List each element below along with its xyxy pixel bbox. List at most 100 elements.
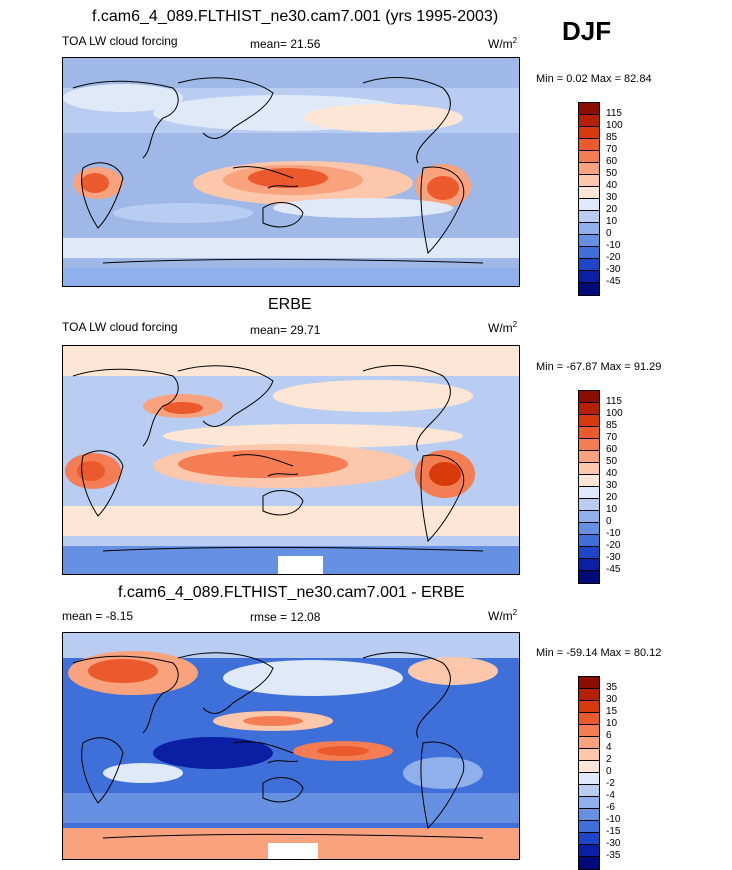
panel2-swatch bbox=[579, 475, 599, 487]
panel2-swatch bbox=[579, 499, 599, 511]
panel2-colorbar-label: 100 bbox=[606, 408, 623, 419]
panel3-swatch bbox=[579, 689, 599, 701]
panel3-field-svg bbox=[63, 633, 519, 859]
panel3-swatch bbox=[579, 701, 599, 713]
panel1-colorbar-label: 100 bbox=[606, 120, 623, 131]
panel1-field-svg bbox=[63, 58, 519, 286]
panel1-swatch bbox=[579, 235, 599, 247]
season-label: DJF bbox=[562, 16, 612, 46]
panel2-swatch bbox=[579, 439, 599, 451]
panel3-colorbar-label: 6 bbox=[606, 730, 612, 741]
panel2-units: W/m2 bbox=[488, 320, 518, 335]
panel2-swatch bbox=[579, 403, 599, 415]
panel1-colorbar-label: 40 bbox=[606, 180, 618, 191]
panel2-colorbar-label: 50 bbox=[606, 456, 618, 467]
panel1-swatch bbox=[579, 103, 599, 115]
panel2-swatch bbox=[579, 463, 599, 475]
panel2-colorbar-label: 70 bbox=[606, 432, 618, 443]
panel1-colorbar-label: 50 bbox=[606, 168, 618, 179]
panel1-swatch bbox=[579, 115, 599, 127]
panel2-colorbar-label: 85 bbox=[606, 420, 618, 431]
panel3-mean: mean = -8.15 bbox=[62, 609, 134, 623]
panel1-mean: mean= 21.56 bbox=[250, 37, 321, 51]
panel2-field-svg bbox=[63, 346, 519, 574]
panel3-swatch bbox=[579, 725, 599, 737]
panel3-swatch bbox=[579, 737, 599, 749]
panel2-colorbar-label: 40 bbox=[606, 468, 618, 479]
panel2-colorbar-label: -20 bbox=[606, 540, 621, 551]
panel3-colorbar-label: -30 bbox=[606, 838, 621, 849]
panel2-min-max: Min = -67.87 Max = 91.29 bbox=[536, 361, 662, 373]
panel1-swatch bbox=[579, 139, 599, 151]
panel1-colorbar-label: -30 bbox=[606, 264, 621, 275]
panel1-colorbar-label: 20 bbox=[606, 204, 618, 215]
panel1-swatch bbox=[579, 247, 599, 259]
panel2-swatch bbox=[579, 523, 599, 535]
panel2-swatch bbox=[579, 559, 599, 571]
panel3-colorbar bbox=[578, 676, 600, 870]
panel2-colorbar-label: 115 bbox=[606, 396, 622, 407]
panel1-colorbar-label: -45 bbox=[606, 276, 621, 287]
panel2-map bbox=[62, 345, 520, 575]
panel3-colorbar-label: -10 bbox=[606, 814, 621, 825]
panel2-field-label: TOA LW cloud forcing bbox=[62, 320, 178, 334]
panel3-swatch bbox=[579, 833, 599, 845]
panel3-map bbox=[62, 632, 520, 860]
panel1-colorbar-label: -10 bbox=[606, 240, 621, 251]
panel3-min-max: Min = -59.14 Max = 80.12 bbox=[536, 647, 662, 659]
panel1-swatch bbox=[579, 223, 599, 235]
panel1-min-max: Min = 0.02 Max = 82.84 bbox=[536, 73, 652, 85]
panel1-map bbox=[62, 57, 520, 287]
panel1-colorbar-label: 30 bbox=[606, 192, 618, 203]
panel2-colorbar-label: -10 bbox=[606, 528, 621, 539]
panel2-swatch bbox=[579, 427, 599, 439]
panel3-colorbar-label: -15 bbox=[606, 826, 621, 837]
panel3-units: W/m2 bbox=[488, 608, 518, 623]
panel1-colorbar-label: 0 bbox=[606, 228, 612, 239]
panel3-colorbar-label: 0 bbox=[606, 766, 612, 777]
panel2-colorbar-label: 0 bbox=[606, 516, 612, 527]
panel3-swatch bbox=[579, 857, 599, 869]
panel1-colorbar-label: 10 bbox=[606, 216, 618, 227]
panel1-colorbar bbox=[578, 102, 600, 296]
panel1-title: f.cam6_4_089.FLTHIST_ne30.cam7.001 (yrs … bbox=[92, 8, 499, 25]
panel3-swatch bbox=[579, 797, 599, 809]
panel3-swatch bbox=[579, 773, 599, 785]
panel1-swatch bbox=[579, 187, 599, 199]
panel2-swatch bbox=[579, 391, 599, 403]
panel3-rmse: rmse = 12.08 bbox=[250, 610, 321, 624]
panel3-swatch bbox=[579, 677, 599, 689]
panel3-colorbar-label: 4 bbox=[606, 742, 612, 753]
panel2-swatch bbox=[579, 415, 599, 427]
panel2-swatch bbox=[579, 451, 599, 463]
panel3-swatch bbox=[579, 845, 599, 857]
panel2-mean: mean= 29.71 bbox=[250, 323, 321, 337]
panel3-colorbar-label: -35 bbox=[606, 850, 621, 861]
panel3-colorbar-label: 30 bbox=[606, 694, 618, 705]
panel2-colorbar-label: 10 bbox=[606, 504, 618, 515]
panel2-colorbar-label: 60 bbox=[606, 444, 618, 455]
panel3-swatch bbox=[579, 749, 599, 761]
panel1-swatch bbox=[579, 271, 599, 283]
panel2-colorbar-label: -30 bbox=[606, 552, 621, 563]
panel2-swatch bbox=[579, 487, 599, 499]
panel2-colorbar bbox=[578, 390, 600, 584]
panel1-colorbar-label: 60 bbox=[606, 156, 618, 167]
panel3-colorbar-label: 15 bbox=[606, 706, 618, 717]
panel1-swatch bbox=[579, 283, 599, 295]
panel2-swatch bbox=[579, 535, 599, 547]
panel3-colorbar-label: -4 bbox=[606, 790, 615, 801]
panel2-colorbar-label: -45 bbox=[606, 564, 621, 575]
panel3-colorbar-label: -6 bbox=[606, 802, 615, 813]
panel1-colorbar-label: 85 bbox=[606, 132, 618, 143]
panel1-swatch bbox=[579, 199, 599, 211]
panel3-swatch bbox=[579, 821, 599, 833]
panel2-swatch bbox=[579, 571, 599, 583]
panel3-colorbar-label: -2 bbox=[606, 778, 615, 789]
panel2-title: ERBE bbox=[268, 296, 312, 313]
panel1-swatch bbox=[579, 175, 599, 187]
panel1-field-label: TOA LW cloud forcing bbox=[62, 34, 178, 48]
panel3-colorbar-label: 35 bbox=[606, 682, 618, 693]
panel2-colorbar-label: 20 bbox=[606, 492, 618, 503]
panel1-swatch bbox=[579, 163, 599, 175]
